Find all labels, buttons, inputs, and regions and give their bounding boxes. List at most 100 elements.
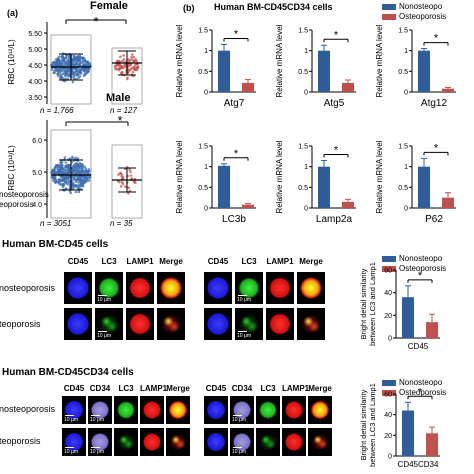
x-axis-label: Atg12: [421, 98, 448, 109]
cd34-grid-merge-image: [308, 396, 332, 424]
cd45-grid-lc3-image: 10 μm: [235, 308, 263, 340]
male-nonosteo-point: [81, 183, 85, 187]
male-osteo-point: [127, 186, 130, 189]
male-nonosteo-point: [75, 162, 78, 165]
cd45-grid-lc3-cell: [236, 275, 262, 301]
cd45-grid-merge-image: [297, 272, 325, 304]
male-tick-label: 4.0: [32, 202, 42, 209]
scale-bar: [233, 415, 242, 416]
male-nonosteo-point: [64, 172, 67, 175]
legend-cut-osteoporosis: eoporosis: [0, 200, 34, 209]
cd34-grid-header: CD45: [205, 384, 227, 393]
cd34-grid-merge-cell: [167, 399, 189, 421]
cd45-grid-header: LAMP1: [266, 257, 294, 266]
cd45-grid-header: LC3: [241, 257, 257, 266]
nonosteo-bar: [402, 410, 414, 456]
y-tick-label: 1: [204, 48, 208, 55]
female-osteo-point: [131, 53, 134, 56]
male-nonosteo-point: [56, 168, 59, 171]
female-osteo-point: [129, 68, 133, 71]
female-nonosteo-point: [81, 56, 84, 60]
sig-star: *: [334, 144, 339, 156]
male-nonosteo-point: [74, 180, 78, 183]
bar-chart-cd45: 60 40 20 0 * Bright detail similaritybetween …: [359, 262, 440, 351]
male-nonosteo-point: [66, 178, 70, 181]
cd34-legend-label-osteo: Osteoporosis: [399, 388, 447, 397]
female-nonosteo-point: [68, 56, 71, 59]
male-osteo-point: [118, 180, 121, 184]
female-tick-label: 5.50: [28, 31, 42, 38]
female-osteo-point: [131, 70, 135, 74]
x-axis-label: Atg7: [224, 98, 245, 109]
y-axis-label: Relative mRNA level: [275, 24, 284, 97]
panel-a-label: (a): [7, 8, 18, 18]
male-osteo-point: [134, 181, 137, 185]
male-osteo-point: [126, 192, 130, 195]
female-sig-star: *: [93, 14, 98, 29]
female-nonosteo-point: [76, 58, 79, 62]
cd34-grid-header: LC3: [260, 384, 276, 393]
female-nonosteo-point: [60, 55, 64, 59]
cd34-grid-header: LC3: [118, 384, 134, 393]
female-nonosteo-point: [58, 64, 61, 67]
cd45-grid-merge-cell: [298, 311, 324, 337]
male-nonosteo-point: [65, 164, 69, 167]
y-tick-label: 0: [204, 206, 208, 213]
male-nonosteo-point: [60, 178, 64, 182]
female-nonosteo-point: [51, 68, 54, 71]
legend-label-nonosteo: Nonosteopo: [399, 2, 443, 11]
imaging-cd45-row2-label: teoporosis: [0, 319, 41, 329]
female-nonosteo-point: [65, 53, 69, 57]
male-nonosteo-point: [54, 165, 57, 168]
female-osteo-point: [116, 64, 120, 67]
female-osteo-point: [128, 64, 131, 68]
sig-star: *: [234, 28, 239, 40]
y-tick-label: 0: [404, 90, 408, 97]
nonosteo-bar: [418, 50, 430, 92]
cd45-grid-merge-cell: [158, 275, 184, 301]
female-nonosteo-point: [85, 60, 88, 63]
cd45-grid-lc3-cell: [236, 311, 262, 337]
female-nonosteo-point: [63, 70, 67, 73]
male-osteo-point: [119, 185, 123, 188]
panel-b-title: Human BM-CD45CD34 cells: [214, 2, 333, 12]
male-osteo-point: [121, 182, 125, 186]
cd34-grid-header: CD34: [231, 384, 253, 393]
cd34-grid-lc3-image: [256, 428, 280, 456]
legend-cut-nonosteoporosis: nosteoporosis: [0, 190, 49, 199]
male-nonosteo-point: [64, 161, 68, 164]
male-osteo-point: [130, 177, 134, 180]
cd34-grid-cd34-image: 10 μm: [230, 396, 254, 424]
male-nonosteo-point: [72, 168, 75, 171]
cd45-grid-header: CD45: [207, 257, 229, 266]
legend-label-osteo: Osteoporosis: [399, 12, 447, 21]
female-osteo-point: [134, 58, 138, 61]
male-nonosteo-point: [79, 175, 83, 179]
female-tick-label: 3.50: [28, 95, 42, 102]
scale-bar: [233, 447, 242, 448]
bar-chart-lamp2a: 1.5 1 0.5 0 * Relative mRNA level Lamp2a: [275, 140, 356, 225]
cd34-grid-header: LAMP1: [140, 384, 168, 393]
y-tick-label: 1.5: [398, 144, 408, 151]
female-nonosteo-point: [82, 69, 86, 72]
osteo-bar: [442, 88, 454, 92]
cd45-grid-cd45-cell: [65, 275, 91, 301]
panel-b-label: (b): [183, 3, 195, 13]
male-y-label: RBC (10¹²/L): [7, 145, 16, 191]
scale-bar: [238, 331, 247, 332]
male-osteo-point: [128, 168, 131, 171]
cd45-legend-label-osteo: Osteoporosis: [399, 264, 447, 273]
cd34-grid-cd45-image: [204, 428, 228, 456]
male-nonosteo-point: [67, 166, 70, 170]
scale-bar-label: 10 μm: [232, 449, 246, 455]
y-tick-label: 1.5: [298, 28, 308, 35]
cd34-grid-lamp1-cell: [141, 399, 163, 421]
male-nonosteo-point: [63, 169, 67, 173]
cd45-grid-header: LAMP1: [126, 257, 154, 266]
male-osteo-point: [129, 174, 133, 177]
y-tick-label: 1: [404, 48, 408, 55]
cd34-grid-merge-image: [166, 428, 190, 456]
cd34-grid-cd34-image: 10 μm: [88, 428, 112, 456]
female-nonosteo-point: [60, 63, 64, 67]
male-nonosteo-point: [63, 156, 67, 159]
